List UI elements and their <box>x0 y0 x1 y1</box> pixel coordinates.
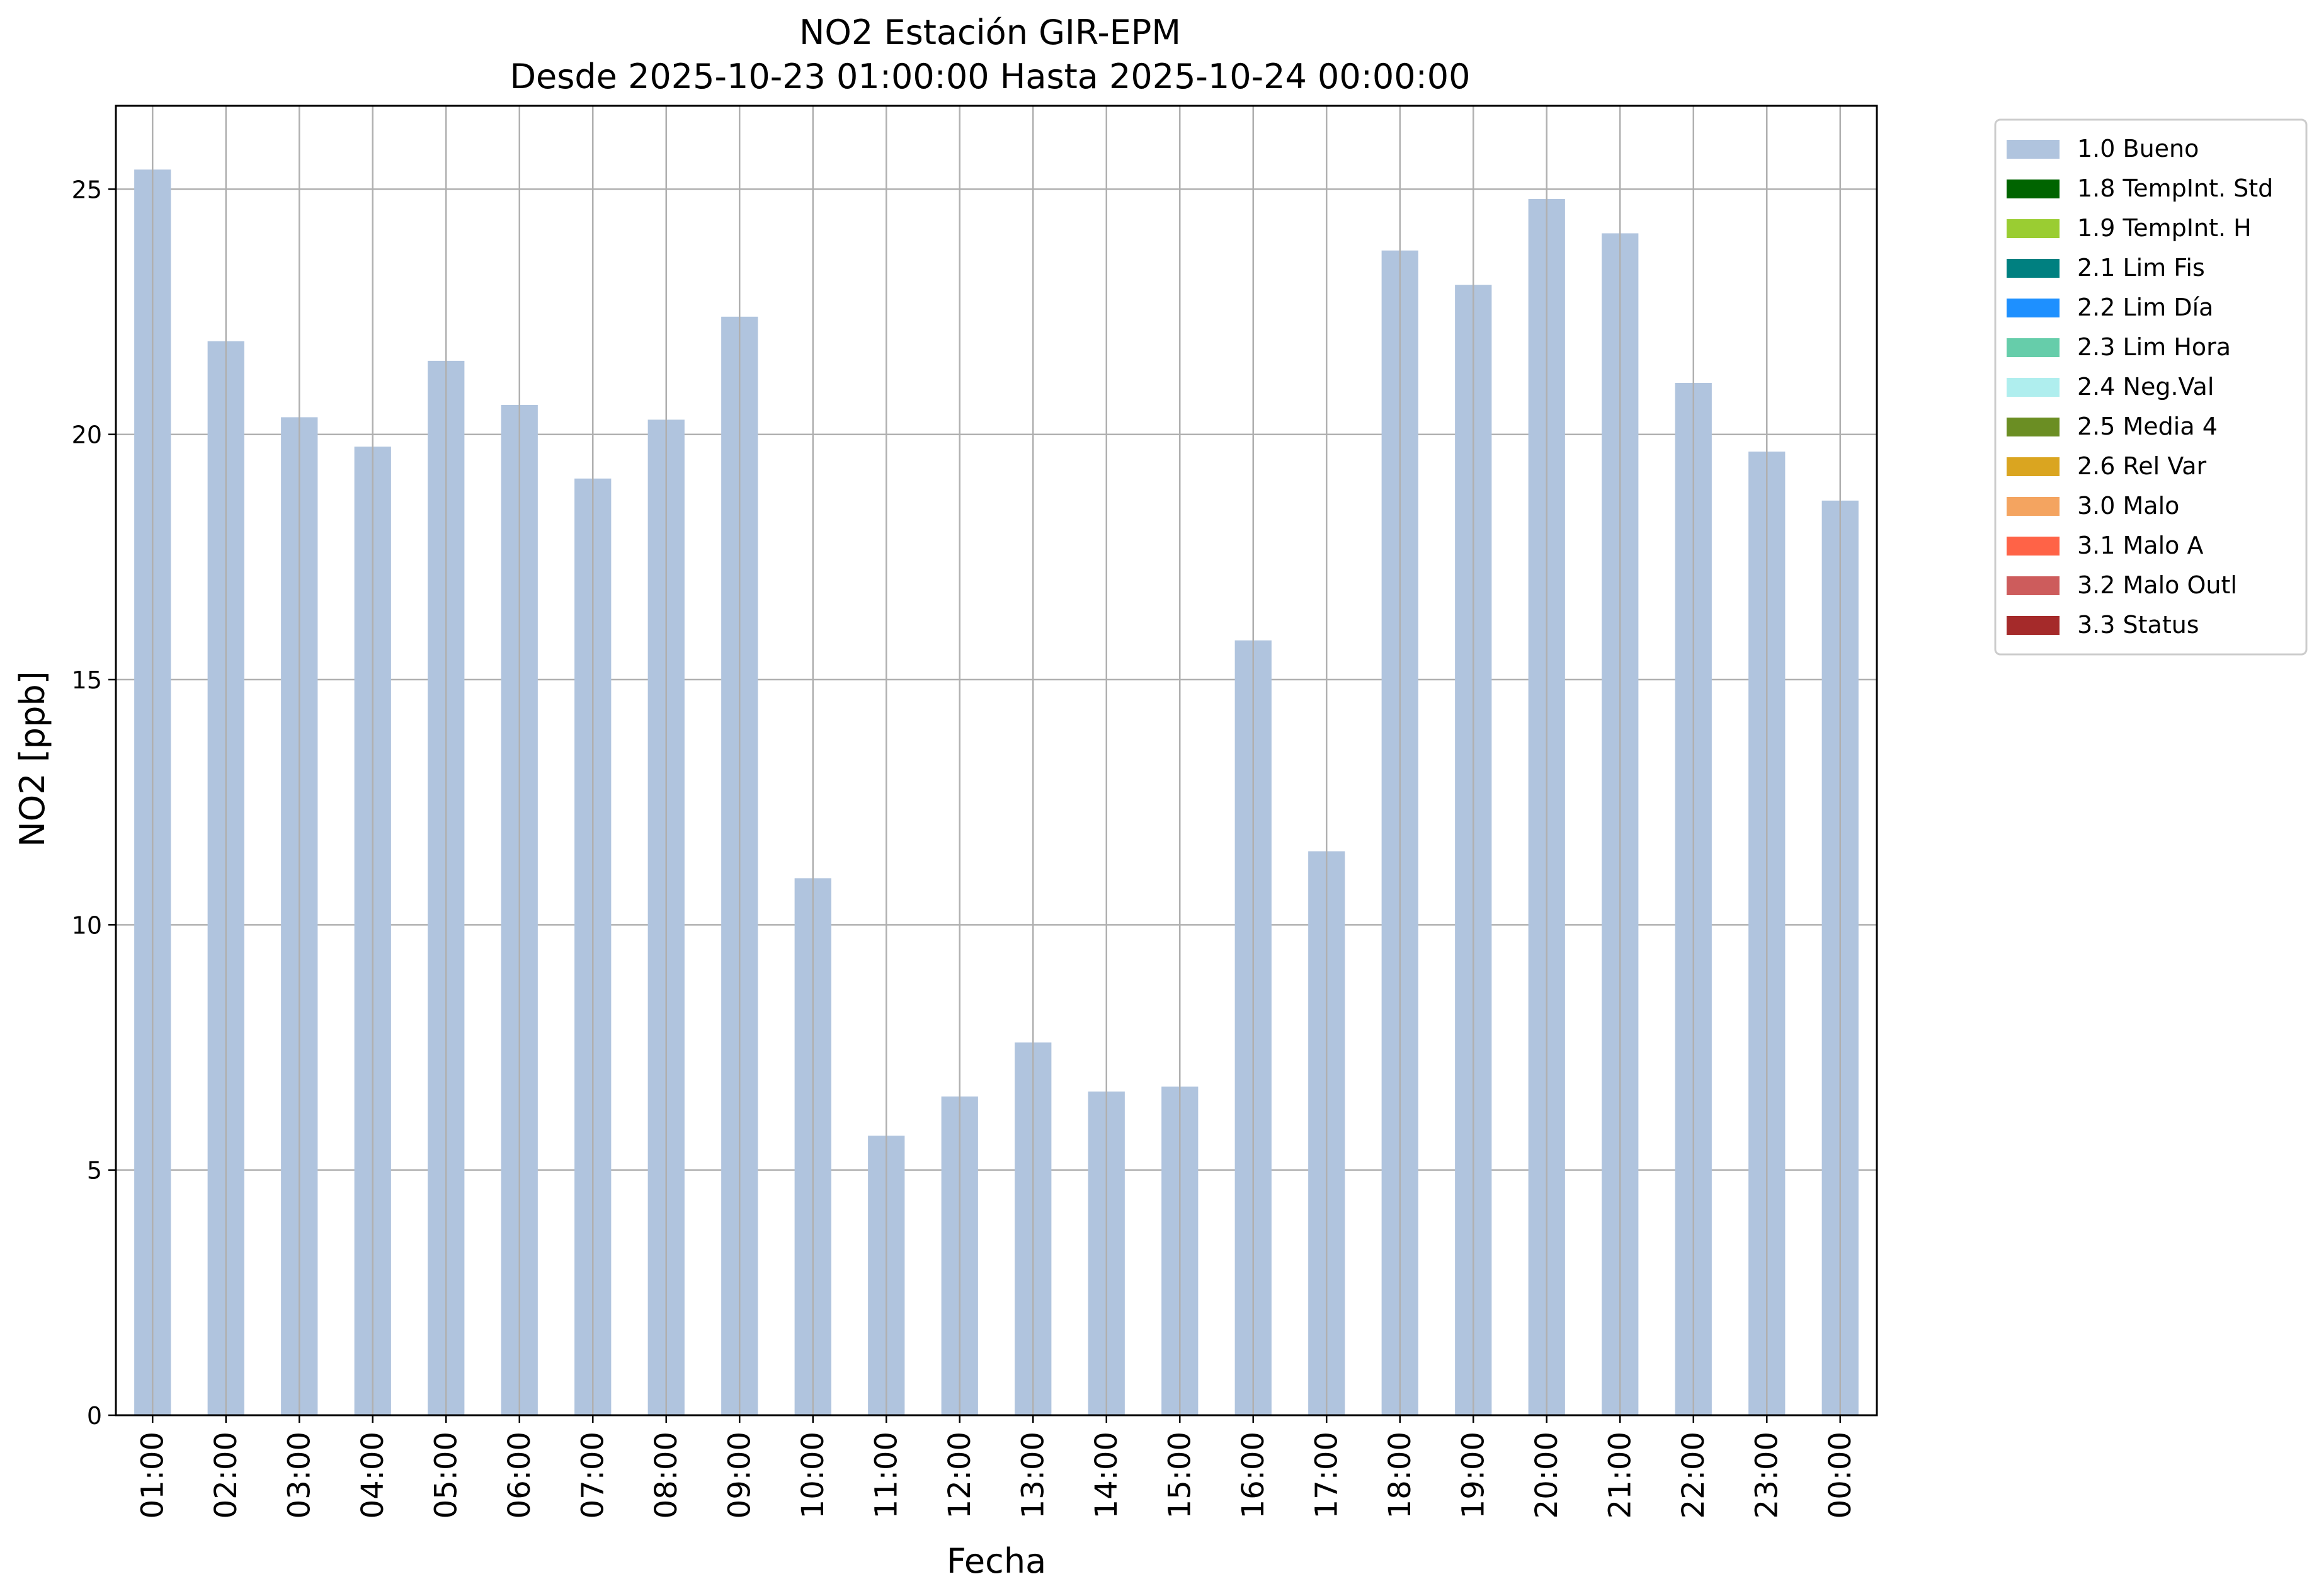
x-tick-label: 14:00 <box>1089 1432 1124 1519</box>
legend-label: 1.9 TempInt. H <box>2077 214 2252 242</box>
y-tick-label: 15 <box>72 666 102 694</box>
legend-swatch <box>2007 537 2060 556</box>
legend-label: 2.4 Neg.Val <box>2077 373 2214 401</box>
chart-title: NO2 Estación GIR-EPM <box>799 13 1181 52</box>
y-tick-label: 5 <box>87 1157 102 1185</box>
x-tick-label: 19:00 <box>1456 1432 1491 1519</box>
legend-label: 3.2 Malo Outl <box>2077 571 2237 599</box>
legend-label: 3.0 Malo <box>2077 492 2179 520</box>
y-tick-label: 25 <box>72 176 102 203</box>
legend-label: 1.8 TempInt. Std <box>2077 174 2273 202</box>
legend-label: 2.1 Lim Fis <box>2077 254 2205 282</box>
x-tick-label: 00:00 <box>1823 1432 1858 1519</box>
x-tick-label: 12:00 <box>942 1432 977 1519</box>
x-tick-label: 04:00 <box>355 1432 390 1519</box>
y-tick-label: 20 <box>72 421 102 449</box>
y-axis-ticks: 0 5 10 15 20 25 <box>72 176 116 1430</box>
chart-subtitle: Desde 2025-10-23 01:00:00 Hasta 2025-10-… <box>510 57 1470 96</box>
legend-swatch <box>2007 378 2060 397</box>
legend-label: 3.1 Malo A <box>2077 532 2203 559</box>
legend-swatch <box>2007 457 2060 476</box>
y-tick-label: 0 <box>87 1402 102 1430</box>
x-tick-label: 17:00 <box>1309 1432 1344 1519</box>
x-tick-label: 05:00 <box>428 1432 464 1519</box>
x-tick-label: 03:00 <box>282 1432 317 1519</box>
x-tick-label: 15:00 <box>1162 1432 1197 1519</box>
x-tick-label: 07:00 <box>575 1432 610 1519</box>
x-tick-label: 09:00 <box>722 1432 757 1519</box>
legend-label: 1.0 Bueno <box>2077 135 2199 162</box>
legend-label: 2.2 Lim Día <box>2077 294 2213 321</box>
legend-swatch <box>2007 299 2060 317</box>
legend-label: 3.3 Status <box>2077 611 2199 639</box>
x-tick-label: 02:00 <box>208 1432 244 1519</box>
legend-swatch <box>2007 259 2060 278</box>
x-tick-label: 21:00 <box>1602 1432 1638 1519</box>
plot-frame <box>115 105 1878 1416</box>
vertical-grid-lines <box>152 106 1841 1415</box>
legend-swatch <box>2007 418 2060 436</box>
legend-swatch <box>2007 180 2060 198</box>
y-axis-label: NO2 [ppb] <box>13 671 52 846</box>
x-tick-label: 16:00 <box>1236 1432 1271 1519</box>
x-tick-label: 11:00 <box>869 1432 904 1519</box>
x-tick-label: 10:00 <box>795 1432 831 1519</box>
legend-swatch <box>2007 616 2060 635</box>
x-axis-ticks: 01:00 02:00 03:00 04:00 05:00 06:00 07:00 08:00… <box>135 1415 1858 1519</box>
legend-swatch <box>2007 338 2060 357</box>
x-tick-label: 13:00 <box>1015 1432 1051 1519</box>
legend-label: 2.3 Lim Hora <box>2077 333 2231 361</box>
legend-swatch <box>2007 576 2060 595</box>
legend: 1.0 Bueno 1.8 TempInt. Std 1.9 TempInt. H 2… <box>1994 118 2308 656</box>
legend-label: 2.6 Rel Var <box>2077 452 2207 480</box>
legend-swatch <box>2007 140 2060 159</box>
legend-box <box>1994 118 2308 656</box>
legend-label: 2.5 Media 4 <box>2077 413 2218 440</box>
x-tick-label: 06:00 <box>502 1432 537 1519</box>
x-tick-label: 18:00 <box>1382 1432 1418 1519</box>
x-tick-label: 08:00 <box>649 1432 684 1519</box>
y-tick-label: 10 <box>72 911 102 939</box>
x-tick-label: 20:00 <box>1529 1432 1564 1519</box>
x-axis-label: Fecha <box>947 1541 1046 1581</box>
x-tick-label: 23:00 <box>1749 1432 1784 1519</box>
legend-swatch <box>2007 497 2060 516</box>
legend-swatch <box>2007 219 2060 238</box>
x-tick-label: 22:00 <box>1676 1432 1711 1519</box>
x-tick-label: 01:00 <box>135 1432 170 1519</box>
